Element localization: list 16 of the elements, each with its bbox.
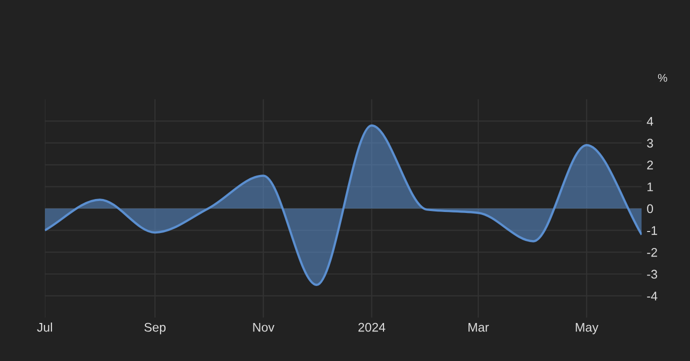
y-axis-title: %: [658, 74, 668, 82]
y-tick-label: -3: [647, 270, 658, 279]
y-tick-label: -4: [647, 292, 658, 300]
y-tick-label: 1: [648, 182, 653, 192]
x-tick-label: 2024: [358, 322, 386, 332]
y-tick-label: 3: [647, 138, 653, 148]
y-tick-label: 0: [647, 204, 654, 214]
x-tick-label: Jul: [37, 322, 52, 332]
x-tick-label: May: [576, 323, 598, 334]
y-tick-label: -2: [647, 248, 658, 257]
y-tick-label: -1: [647, 226, 658, 235]
y-tick-label: 2: [647, 160, 653, 170]
x-tick-label: Sep: [144, 322, 166, 334]
x-tick-label: Nov: [253, 323, 274, 332]
y-tick-label: 4: [646, 117, 654, 126]
x-tick-label: Mar: [468, 323, 489, 332]
